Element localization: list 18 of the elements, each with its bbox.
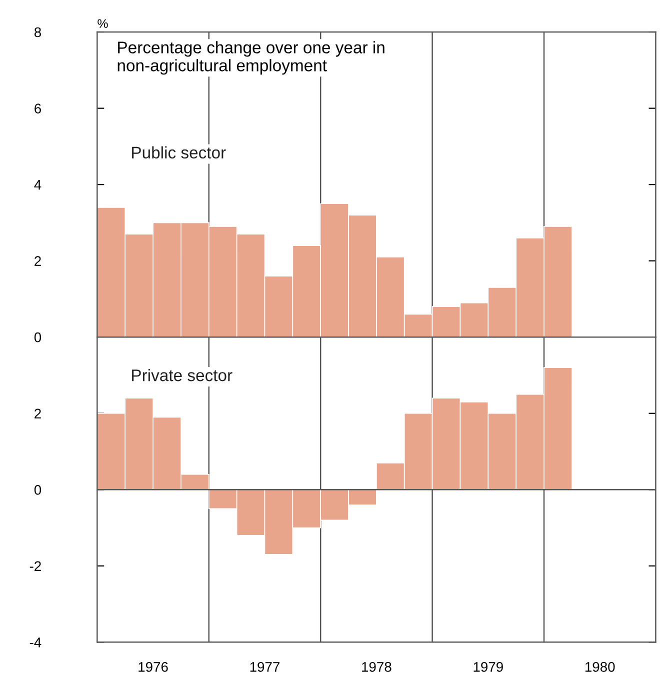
y-tick-label: -2	[30, 561, 41, 571]
y-tick-label: 6	[34, 104, 41, 114]
text: Public sector	[132, 146, 226, 159]
x-tick-label: 1977	[250, 662, 280, 672]
y-tick-label: 2	[34, 256, 41, 266]
x-tick-label: 1976	[138, 662, 168, 672]
x-tick-label: 1980	[585, 662, 615, 672]
x-tick-label: 1979	[474, 662, 503, 672]
y-tick-label: 0	[34, 332, 42, 342]
y-tick-label: 4	[34, 180, 42, 190]
y-tick-label: 8	[34, 27, 42, 38]
text: Percentage change over one year in non-agricultural employment	[118, 41, 384, 75]
y-tick-label: 2	[34, 408, 41, 418]
y-tick-label: -4	[30, 638, 42, 648]
y-tick-label: 0	[34, 484, 42, 495]
y-axis-title: %	[98, 19, 108, 28]
series-label: Private sector	[132, 368, 232, 382]
x-tick-label: 1978	[362, 662, 392, 672]
